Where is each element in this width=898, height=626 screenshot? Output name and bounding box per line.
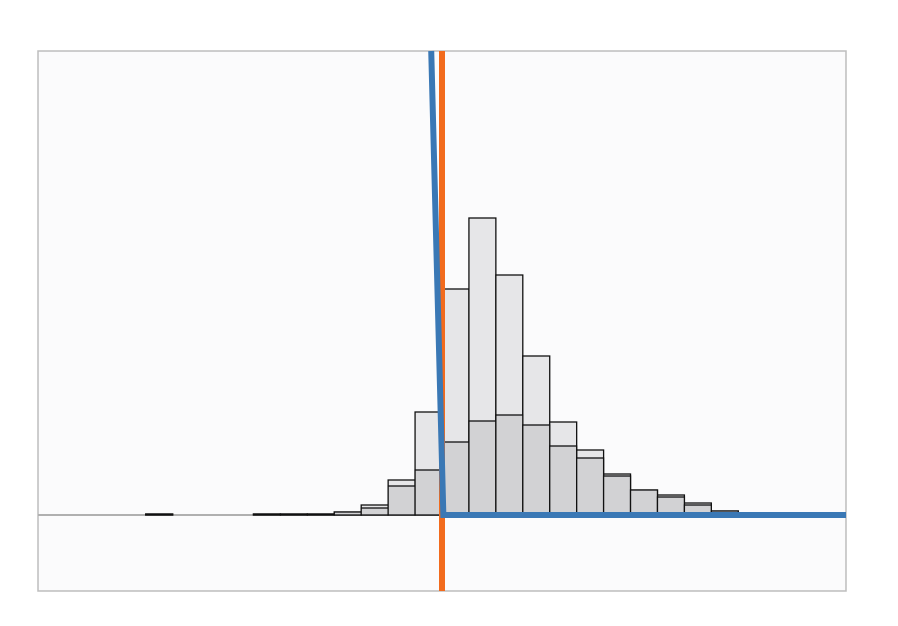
histogram-bar	[306, 513, 335, 516]
curve	[428, 50, 846, 518]
histogram-bar	[602, 475, 632, 516]
histogram-bar	[252, 513, 282, 516]
histogram-bar	[629, 489, 659, 516]
histogram-bar	[360, 507, 389, 516]
histogram-bar	[441, 441, 470, 516]
histogram-bar	[576, 457, 605, 516]
histogram-bar	[145, 513, 174, 516]
histogram-bar	[468, 420, 497, 516]
histogram-bar	[495, 414, 524, 516]
histogram-bar	[414, 469, 443, 516]
histogram-bar	[522, 424, 551, 516]
histogram-bar	[387, 485, 416, 516]
histogram-bar	[549, 445, 578, 516]
histogram-bar	[279, 513, 308, 516]
histogram-bar	[333, 511, 362, 516]
